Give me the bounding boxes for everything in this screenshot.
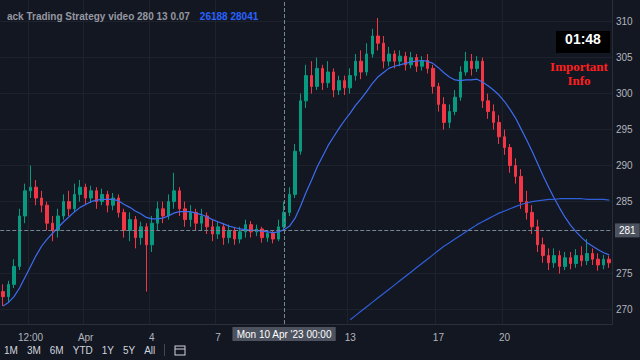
html-text:01:48: 01:48 [565,31,601,47]
svg-text:270: 270 [616,304,633,315]
html-text:Important Info: Important Info [550,59,608,88]
html-text:1M: 1M [4,344,18,356]
svg-text:Apr: Apr [78,332,94,343]
html-text:1Y: 1Y [101,344,114,356]
html-text:All: All [144,344,156,356]
svg-text:290: 290 [616,160,633,171]
svg-text:4: 4 [149,332,155,343]
html-text:5Y: 5Y [123,344,136,356]
svg-text:ack Trading Strategy video 280: ack Trading Strategy video 280 13 0.07 [7,11,190,22]
svg-text:285: 285 [616,196,633,207]
svg-text:12:00: 12:00 [18,332,43,343]
svg-text:17: 17 [433,332,445,343]
svg-text:13: 13 [345,332,357,343]
svg-text:7: 7 [215,332,221,343]
svg-text:26188 28041: 26188 28041 [200,11,259,22]
html-text:3M: 3M [26,344,41,356]
svg-text:300: 300 [616,88,633,99]
svg-text:295: 295 [616,124,633,135]
svg-text:Mon 10 Apr '23 00:00: Mon 10 Apr '23 00:00 [237,329,332,340]
svg-text:275: 275 [616,268,633,279]
svg-text:310: 310 [616,16,633,27]
svg-text:20: 20 [499,332,511,343]
svg-text:305: 305 [616,52,633,63]
html-text:6M: 6M [49,344,64,356]
svg-text:281: 281 [619,225,636,236]
html-text:YTD: YTD [72,344,93,356]
